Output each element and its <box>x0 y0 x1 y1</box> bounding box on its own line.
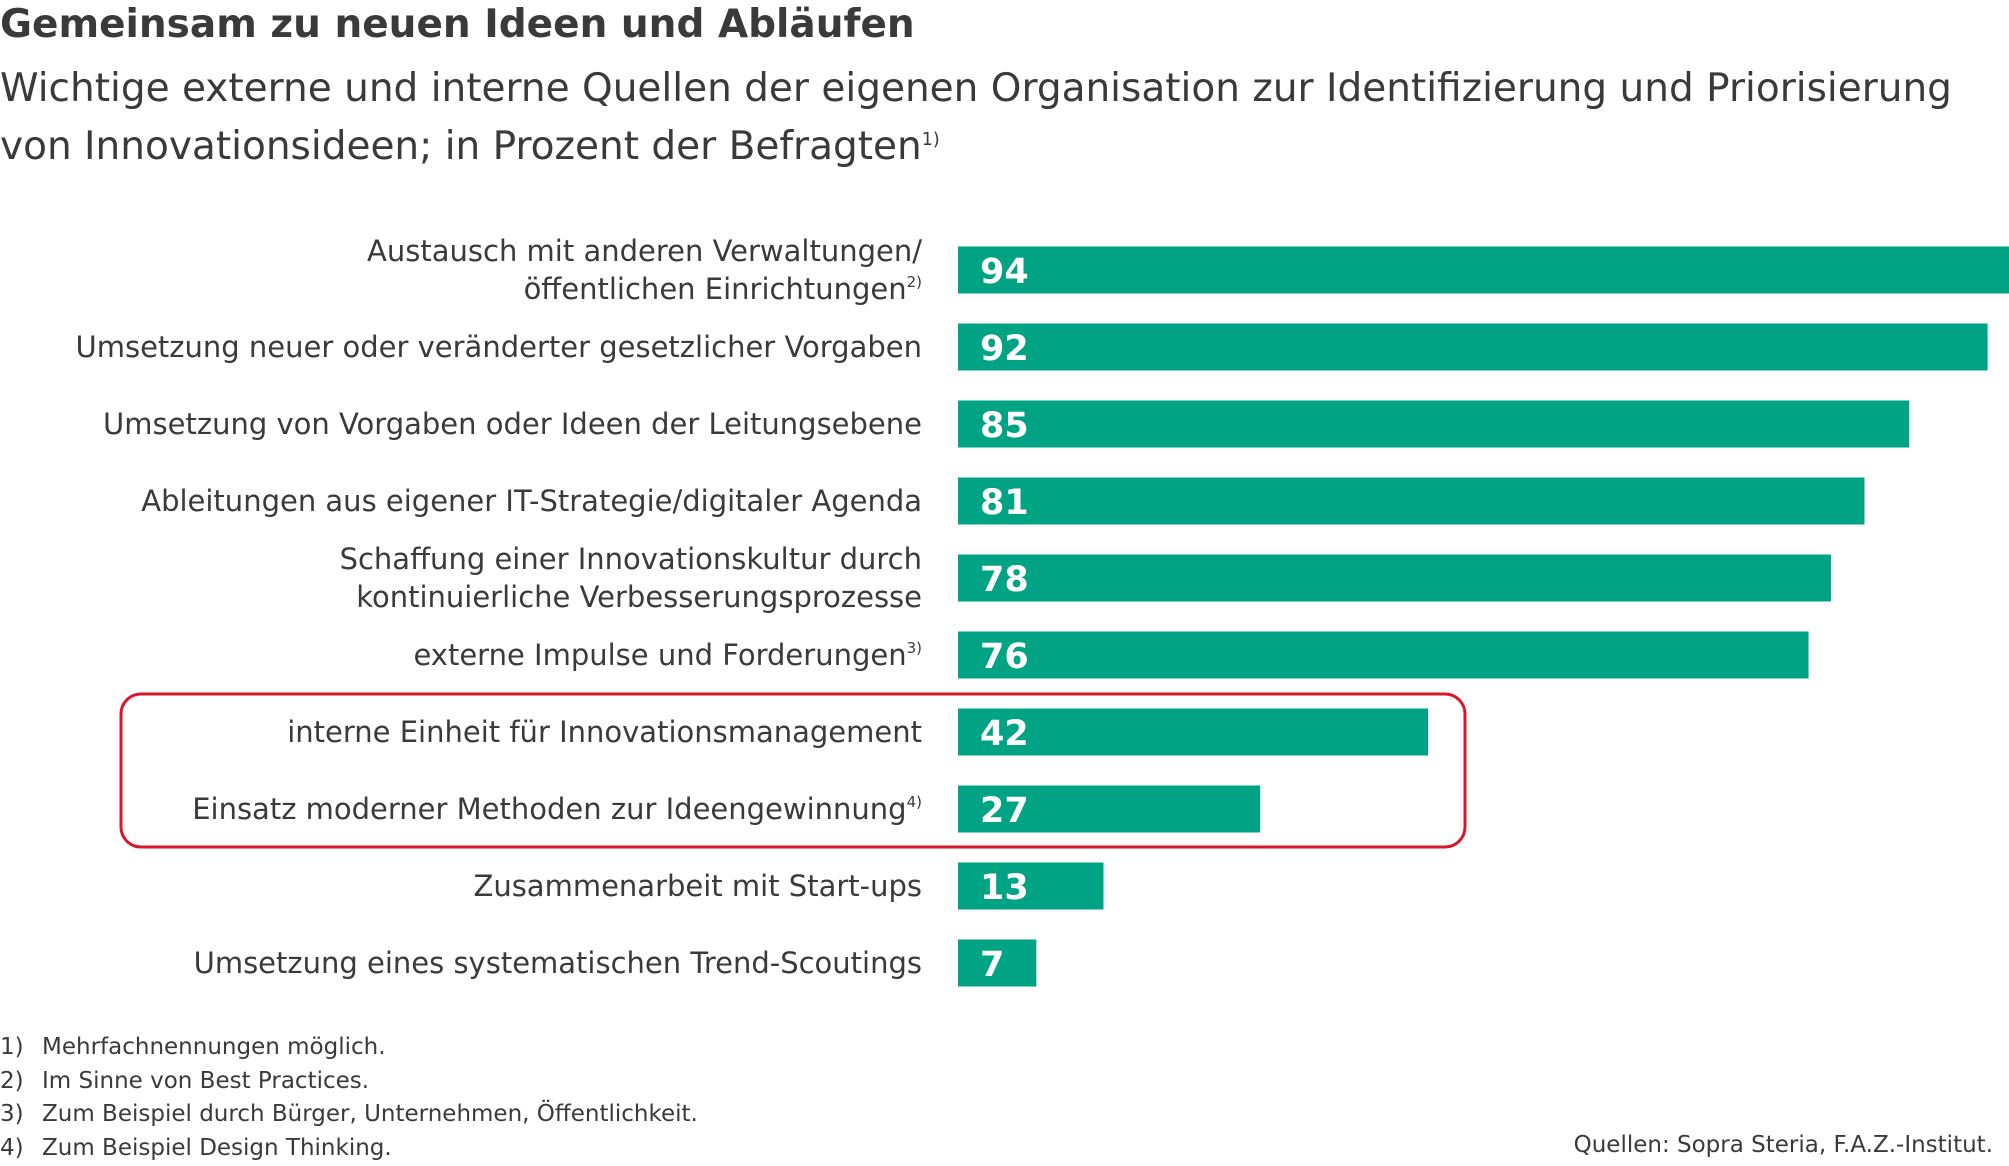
category-note: 4) <box>907 793 922 811</box>
value-label: 76 <box>980 637 1029 677</box>
subtitle-text: Wichtige externe und interne Quellen der… <box>0 66 1952 169</box>
footnote-text: Zum Beispiel Design Thinking. <box>42 1134 392 1161</box>
category-label-text: interne Einheit für Innovationsmanagemen… <box>287 715 922 749</box>
bar <box>958 400 1910 448</box>
category-label: externe Impulse und Forderungen3) <box>413 638 922 672</box>
footnote-text: Im Sinne von Best Practices. <box>42 1067 370 1094</box>
category-label: Zusammenarbeit mit Start-ups <box>473 869 922 903</box>
category-label: Umsetzung von Vorgaben oder Ideen der Le… <box>103 407 922 441</box>
category-label-text: Umsetzung neuer oder veränderter gesetzl… <box>76 330 923 364</box>
bar-row: 78 Schaffung einer Innovationskultur durc… <box>340 542 1831 614</box>
category-label-text: Umsetzung von Vorgaben oder Ideen der Le… <box>103 407 922 441</box>
value-label: 94 <box>980 252 1029 292</box>
bar-row: 85 Umsetzung von Vorgaben oder Ideen der … <box>103 400 1910 448</box>
chart-subtitle: Wichtige externe und interne Quellen der… <box>0 60 1960 176</box>
footnote-text: Mehrfachnennungen möglich. <box>42 1034 386 1060</box>
footnote: 4) Zum Beispiel Design Thinking. <box>0 1132 698 1166</box>
chart-title: Gemeinsam zu neuen Ideen und Abläufen <box>0 2 915 47</box>
footnote-text: Zum Beispiel durch Bürger, Unternehmen, … <box>42 1101 698 1127</box>
category-label-text: Umsetzung eines systematischen Trend-Sco… <box>194 946 922 980</box>
category-label: öffentlichen Einrichtungen2) <box>524 272 922 306</box>
bar <box>958 631 1809 679</box>
category-label-text: externe Impulse und Forderungen <box>413 638 906 672</box>
bar <box>958 477 1865 525</box>
value-label: 42 <box>980 714 1029 754</box>
footnotes: 1) Mehrfachnennungen möglich. 2) Im Sinne … <box>0 1031 698 1165</box>
bar <box>958 939 1037 987</box>
bar <box>958 708 1429 756</box>
category-label-text: Austausch mit anderen Verwaltungen/ <box>367 234 922 268</box>
category-label: Schaffung einer Innovationskultur durch <box>340 542 922 576</box>
bar <box>958 554 1831 602</box>
category-label-text: Ableitungen aus eigener IT-Strategie/dig… <box>141 484 922 518</box>
bar-row: 94 Austausch mit anderen Verwaltungen/öff… <box>367 234 2009 306</box>
value-label: 85 <box>980 406 1029 446</box>
category-label: kontinuierliche Verbesserungsprozesse <box>356 580 922 614</box>
category-label: Austausch mit anderen Verwaltungen/ <box>367 234 922 268</box>
footnote: 2) Im Sinne von Best Practices. <box>0 1065 698 1099</box>
value-label: 78 <box>980 560 1029 600</box>
bar-row: 81 Ableitungen aus eigener IT-Strategie/d… <box>141 477 1865 525</box>
footnote-number: 4) <box>0 1134 24 1161</box>
value-label: 27 <box>980 791 1029 831</box>
value-label: 92 <box>980 329 1029 369</box>
bar <box>958 246 2009 294</box>
footnote: 1) Mehrfachnennungen möglich. <box>0 1031 698 1065</box>
category-label-text: öffentlichen Einrichtungen <box>524 272 907 306</box>
category-label-text: kontinuierliche Verbesserungsprozesse <box>356 580 922 614</box>
value-label: 7 <box>980 945 1004 985</box>
bar-chart: 94 Austausch mit anderen Verwaltungen/öff… <box>76 234 2009 987</box>
category-label: Umsetzung neuer oder veränderter gesetzl… <box>76 330 923 364</box>
bar <box>958 785 1261 833</box>
category-label-text: Zusammenarbeit mit Start-ups <box>473 869 922 903</box>
bar-row: 42 interne Einheit für Innovationsmanagem… <box>287 708 1429 756</box>
category-note: 3) <box>907 639 922 657</box>
footnote-number: 2) <box>0 1067 24 1094</box>
subtitle-note: 1) <box>921 130 940 150</box>
bar-row: 92 Umsetzung neuer oder veränderter geset… <box>76 323 1988 371</box>
footnote-number: 3) <box>0 1101 24 1127</box>
category-label-text: Einsatz moderner Methoden zur Ideengewin… <box>192 792 906 826</box>
category-note: 2) <box>907 273 922 291</box>
footnote: 3) Zum Beispiel durch Bürger, Unternehmen… <box>0 1098 698 1132</box>
category-label: Ableitungen aus eigener IT-Strategie/dig… <box>141 484 922 518</box>
bar-row: 7 Umsetzung eines systematischen Trend-Sc… <box>194 939 1037 987</box>
bar-row: 76 externe Impulse und Forderungen3) <box>413 631 1809 679</box>
source-credit: Quellen: Sopra Steria, F.A.Z.-Institut. <box>1573 1132 1993 1158</box>
category-label: interne Einheit für Innovationsmanagemen… <box>287 715 922 749</box>
bar-row: 13 Zusammenarbeit mit Start-ups <box>473 862 1104 910</box>
value-label: 13 <box>980 868 1029 908</box>
category-label-text: Schaffung einer Innovationskultur durch <box>340 542 922 576</box>
category-label: Umsetzung eines systematischen Trend-Sco… <box>194 946 922 980</box>
bar-row: 27 Einsatz moderner Methoden zur Ideengew… <box>192 785 1261 833</box>
category-label: Einsatz moderner Methoden zur Ideengewin… <box>192 792 922 826</box>
highlight-frame <box>119 692 1467 849</box>
footnote-number: 1) <box>0 1034 24 1060</box>
value-label: 81 <box>980 483 1029 523</box>
bar <box>958 323 1988 371</box>
bar <box>958 862 1104 910</box>
